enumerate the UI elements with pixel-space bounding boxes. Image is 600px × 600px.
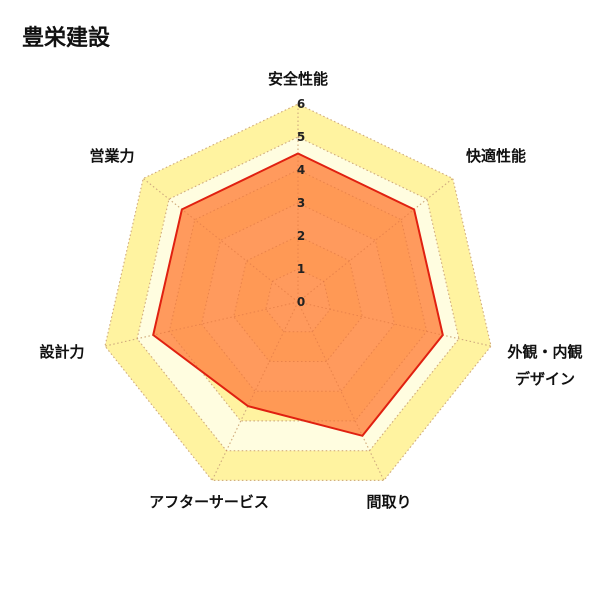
radar-ring-overlay-4 bbox=[168, 169, 428, 422]
radar-spoke-overlay-5 bbox=[211, 301, 299, 481]
axis-label-2: 快適性能 bbox=[466, 147, 526, 165]
radar-series-1 bbox=[152, 152, 444, 437]
axis-label-3-line-2: デザイン bbox=[515, 370, 575, 388]
axis-label-7-line-1: 営業力 bbox=[89, 147, 134, 165]
radar-ring-6 bbox=[104, 103, 492, 481]
radar-ring-overlay-1 bbox=[265, 268, 331, 333]
radar-series bbox=[104, 103, 492, 481]
chart-title: 豊栄建設 bbox=[22, 26, 111, 51]
radar-ring-overlay-2 bbox=[233, 235, 363, 362]
tick-label-6: 6 bbox=[297, 97, 305, 111]
axis-label-1: 安全性能 bbox=[268, 70, 328, 88]
radar-ring-5 bbox=[136, 136, 460, 452]
tick-label-2: 2 bbox=[297, 229, 305, 243]
axis-label-4: 間取り bbox=[366, 493, 411, 511]
radar-ring-overlay-3 bbox=[200, 202, 396, 392]
radar-spoke-overlay-2 bbox=[297, 178, 454, 303]
axis-label-6: 設計力 bbox=[39, 343, 84, 361]
tick-label-5: 5 bbox=[297, 130, 305, 144]
axis-label-1-line-1: 安全性能 bbox=[268, 70, 328, 88]
axis-label-6-line-1: 設計力 bbox=[39, 343, 84, 361]
axis-label-7: 営業力 bbox=[89, 147, 134, 165]
axis-label-2-line-1: 快適性能 bbox=[466, 147, 526, 165]
radar-spoke-overlay-3 bbox=[297, 301, 492, 347]
tick-label-1: 1 bbox=[297, 262, 305, 276]
tick-label-4: 4 bbox=[297, 163, 305, 177]
radar-ring-overlay-5 bbox=[136, 136, 460, 452]
tick-label-0: 0 bbox=[297, 295, 305, 309]
radar-spoke-overlay-6 bbox=[104, 301, 299, 347]
axis-label-5: アフターサービス bbox=[149, 493, 269, 511]
radar-spoke-overlay-4 bbox=[297, 301, 385, 481]
radar-spoke-overlay-7 bbox=[142, 178, 299, 303]
axis-label-4-line-1: 間取り bbox=[366, 493, 411, 511]
axis-label-3-line-1: 外観・内観 bbox=[506, 343, 582, 361]
radar-ring-overlay-6 bbox=[104, 103, 492, 481]
axis-label-5-line-1: アフターサービス bbox=[149, 493, 269, 511]
tick-label-3: 3 bbox=[297, 196, 305, 210]
radar-tick-labels: 0 1 2 3 4 5 6 bbox=[297, 97, 305, 309]
